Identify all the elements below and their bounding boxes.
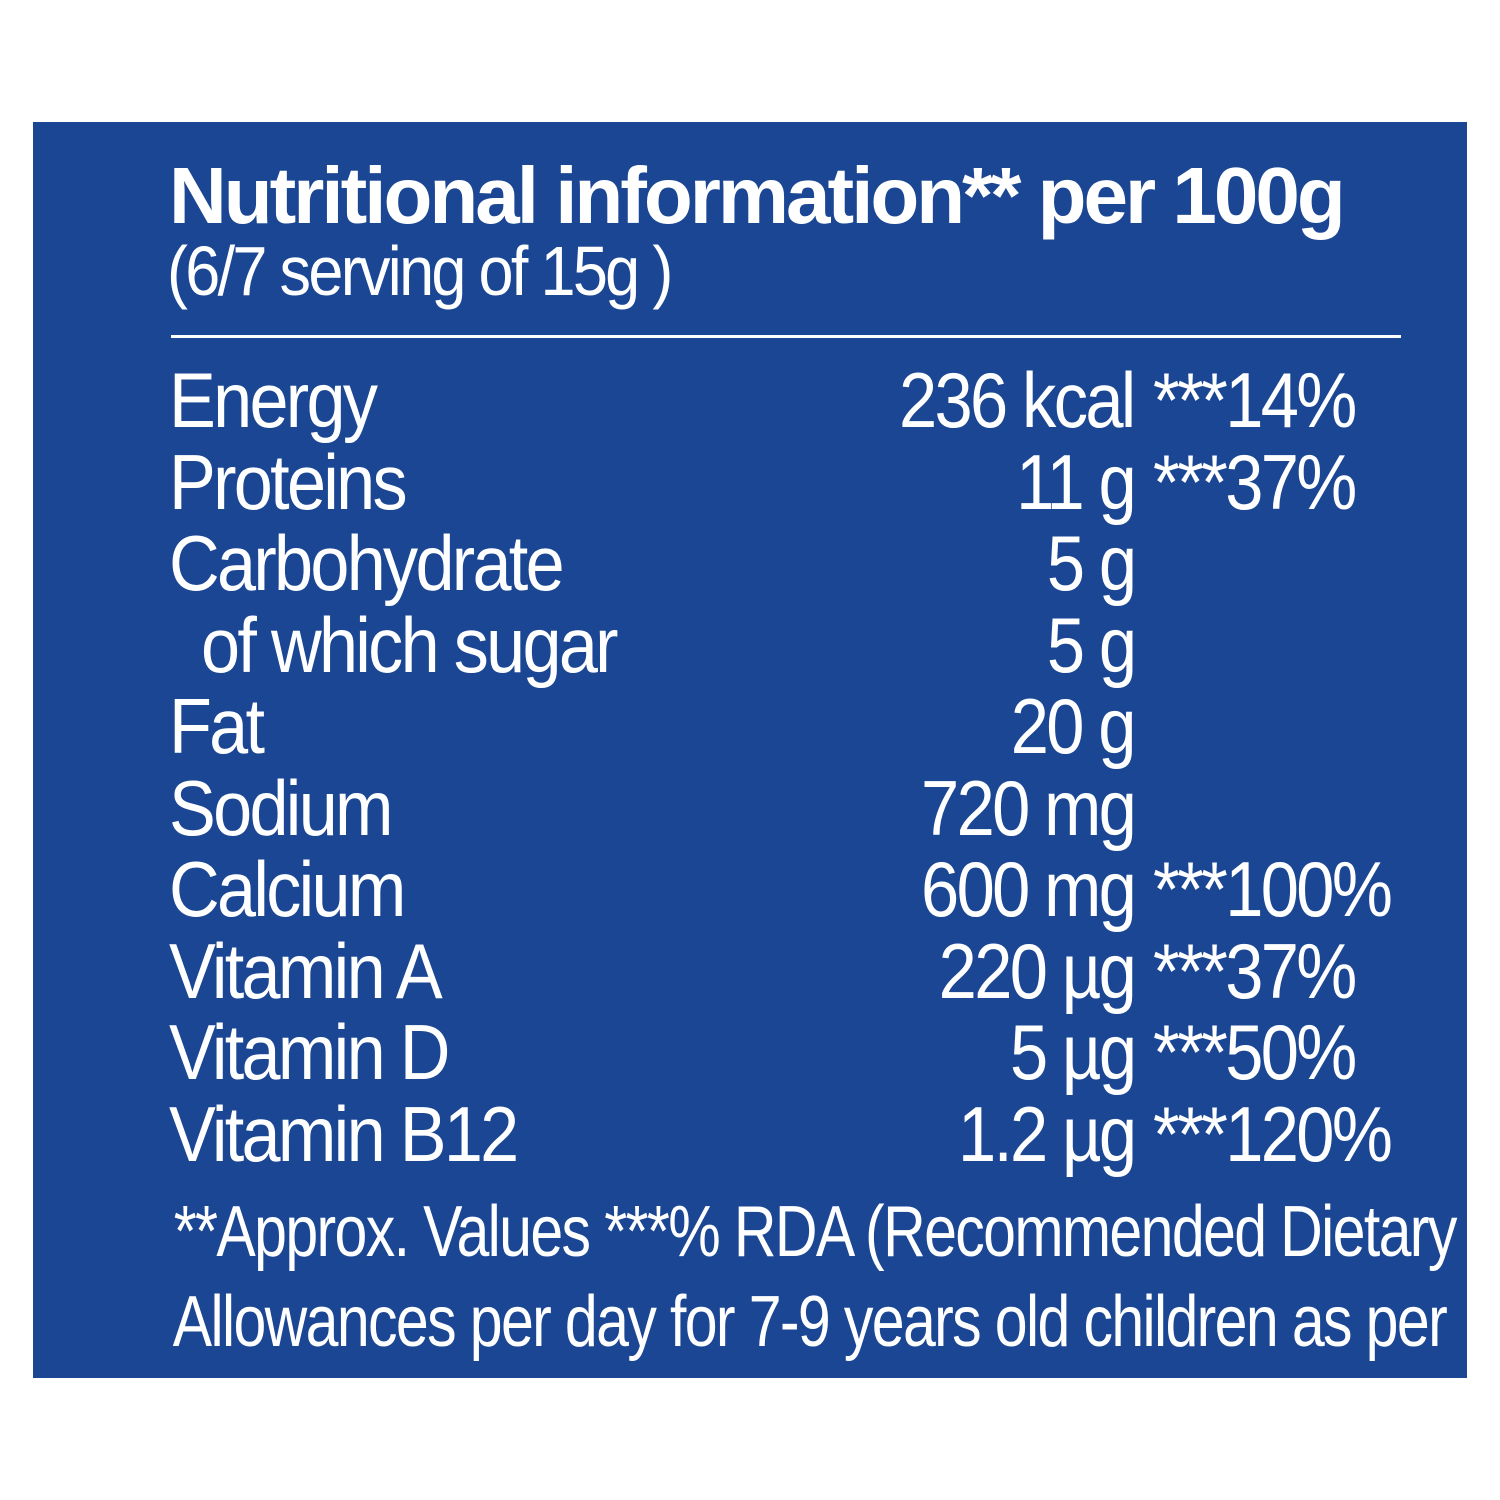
nutrient-rda: ***37% (1153, 437, 1357, 526)
nutrient-rda: ***14% (1153, 356, 1357, 444)
nutrient-name: Calcium (169, 845, 406, 933)
nutrient-amount: 20 g (1010, 682, 1137, 770)
nutrient-name: Vitamin B12 (169, 1089, 519, 1178)
panel-subtitle: (6/7 serving of 15g ) (167, 232, 673, 310)
footnote-line-1: **Approx. Values ***% RDA (Recommended D… (33, 1187, 1467, 1277)
nutrient-name: of which sugar (201, 600, 619, 689)
nutrient-row-carbohydrate: Carbohydrate 5 g (33, 523, 1467, 605)
footnote-text: **Approx. Values ***% RDA (Recommended D… (173, 1192, 1458, 1272)
panel-title: Nutritional information** per 100g (169, 151, 1346, 240)
nutrient-name: Energy (169, 356, 378, 444)
nutrient-row-vitamin-d: Vitamin D 5 µg ***50% (33, 1012, 1467, 1094)
nutrient-amount: 11 g (1016, 437, 1137, 526)
nutrient-amount: 1.2 µg (957, 1089, 1137, 1178)
divider-line (171, 335, 1401, 338)
nutrient-row-sodium: Sodium 720 mg (33, 768, 1467, 850)
nutrient-row-sugar: of which sugar 5 g (33, 605, 1467, 687)
nutrient-amount: 720 mg (920, 763, 1137, 852)
nutrient-name: Sodium (169, 763, 394, 852)
nutrient-rda: ***50% (1153, 1008, 1357, 1096)
nutrient-name: Vitamin A (169, 926, 443, 1015)
nutrient-row-vitamin-a: Vitamin A 220 µg ***37% (33, 931, 1467, 1013)
nutrient-rda: ***120% (1153, 1089, 1393, 1178)
nutrient-row-fat: Fat 20 g (33, 686, 1467, 768)
nutrient-amount: 5 g (1046, 600, 1136, 689)
nutrient-table: Energy 236 kcal ***14% Proteins 11 g ***… (33, 360, 1467, 1175)
footnote-line-2: Allowances per day for 7-9 years old chi… (33, 1277, 1467, 1367)
nutrient-name: Proteins (169, 437, 408, 526)
nutrient-row-energy: Energy 236 kcal ***14% (33, 360, 1467, 442)
nutrient-row-proteins: Proteins 11 g ***37% (33, 442, 1467, 524)
nutrient-amount: 600 mg (920, 845, 1137, 933)
footnote-text: Allowances per day for 7-9 years old chi… (172, 1282, 1448, 1362)
nutrient-name: Fat (169, 682, 265, 770)
nutrient-amount: 236 kcal (899, 356, 1136, 444)
nutrient-name: Vitamin D (169, 1008, 450, 1096)
nutrient-amount: 220 µg (938, 926, 1137, 1015)
nutrient-row-calcium: Calcium 600 mg ***100% (33, 849, 1467, 931)
nutrient-amount: 5 µg (1009, 1008, 1137, 1096)
nutrient-amount: 5 g (1046, 519, 1136, 607)
nutrient-name: Carbohydrate (169, 519, 565, 607)
nutrient-rda: ***100% (1153, 845, 1393, 933)
nutrient-row-vitamin-b12: Vitamin B12 1.2 µg ***120% (33, 1094, 1467, 1176)
nutrient-rda: ***37% (1153, 926, 1357, 1015)
nutrition-panel: Nutritional information** per 100g (6/7 … (33, 122, 1467, 1378)
